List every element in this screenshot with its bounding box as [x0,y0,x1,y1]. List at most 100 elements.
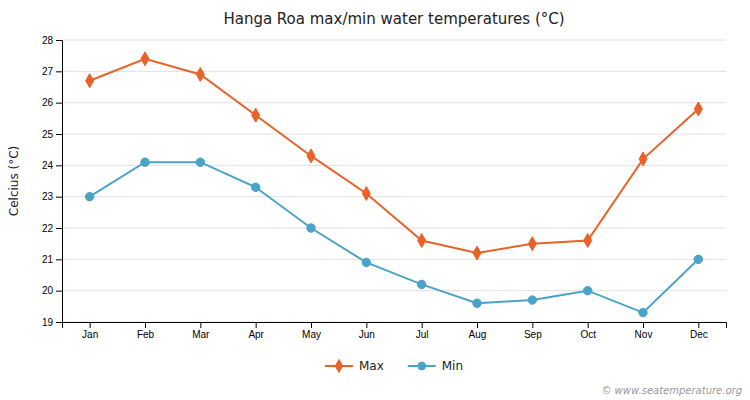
grid [62,40,726,322]
y-tick-mark [56,134,62,135]
y-tick-label: 22 [42,223,54,234]
x-tick: Jun [359,322,375,340]
annotation: © www.seatemperature.org [601,385,742,396]
grid-line [62,40,726,41]
legend-item: Max [325,359,384,373]
series-point [694,102,702,116]
x-tick: Feb [137,322,155,340]
grid-line [62,259,726,260]
series-point [694,255,702,263]
x-tick-label: Apr [248,329,264,340]
grid-line [62,196,726,197]
grid-line [62,102,726,103]
grid-line [62,134,726,135]
x-tick: Jul [416,322,429,340]
series-point [86,74,94,88]
x-tick-label: Jul [416,329,429,340]
x-tick-label: Feb [137,329,155,340]
x-tick: Oct [580,322,596,340]
series-point [473,246,481,260]
y-tick-mark [56,291,62,292]
series-line [90,59,699,253]
x-tick-mark [588,322,589,328]
y-tick: 22 [42,223,62,234]
y-axis-title: Celcius (°C) [7,146,21,216]
x-tick-label: Sep [524,329,542,340]
series-point [196,158,204,166]
x-tick: Dec [690,322,708,340]
x-tick-label: Mar [192,329,210,340]
series-point [528,237,536,251]
y-tick-label: 26 [42,97,54,108]
x-tick: Jan [82,322,98,340]
x-tick-mark [311,322,312,328]
series-point [639,152,647,166]
y-tick-label: 23 [42,191,54,202]
y-tick-label: 25 [42,129,54,140]
series-point [141,158,149,166]
x-tick: Mar [192,322,210,340]
plot-area: 19 20 21 22 23 24 25 26 27 28 Jan Feb Mar Apr May Jun Ju… [42,35,727,340]
legend-marker [418,362,426,370]
series-point [528,296,536,304]
y-tick: 23 [42,191,62,202]
y-tick-label: 27 [42,66,54,77]
grid-line [62,71,726,72]
y-tick: 21 [42,254,62,265]
title: Hanga Roa max/min water temperatures (°C… [223,10,564,28]
y-tick: 24 [42,160,62,171]
x-tick: Nov [635,322,653,340]
y-tick-mark [56,103,62,104]
series-point [196,68,204,82]
x-tick: Aug [469,322,487,340]
series-point [251,183,259,191]
x-axis: Jan Feb Mar Apr May Jun Jul Aug Sep Oct Nov Dec [63,322,727,340]
x-tick-mark [532,322,533,328]
series [85,158,702,317]
series-point [583,286,591,294]
legend-label: Max [359,359,384,373]
y-tick: 28 [42,35,62,46]
y-axis: 19 20 21 22 23 24 25 26 27 28 [42,35,63,328]
x-tick-mark [643,322,644,328]
y-tick: 26 [42,97,62,108]
x-tick-mark [366,322,367,328]
series-point [307,149,315,163]
y-axis-line [56,41,63,323]
series [86,52,703,260]
y-tick-label: 20 [42,285,54,296]
series-point [85,192,93,200]
series-point [362,258,370,266]
x-tick-mark [698,322,699,328]
series-point [584,234,592,248]
y-tick-label: 24 [42,160,54,171]
grid-line [62,228,726,229]
x-tick-mark [145,322,146,328]
grid-line [62,290,726,291]
x-tick-mark [422,322,423,328]
y-tick-mark [56,40,62,41]
y-tick: 25 [42,129,62,140]
series-point [252,108,260,122]
x-tick-label: May [302,329,321,340]
x-tick-label: Aug [469,329,487,340]
x-tick-mark [256,322,257,328]
legend-marker [335,360,342,373]
x-tick-mark [200,322,201,328]
series-point [418,234,426,248]
x-axis-line [63,323,727,329]
x-tick: Apr [248,322,264,340]
y-tick: 19 [42,317,62,328]
y-tick-label: 21 [42,254,54,265]
y-tick-label: 19 [42,317,54,328]
y-tick: 27 [42,66,62,77]
series-point [141,52,149,66]
y-tick-mark [56,165,62,166]
grid-line [62,165,726,166]
series-point [417,280,425,288]
x-tick-label: Dec [690,329,708,340]
y-tick-mark [56,71,62,72]
x-tick-label: Oct [580,329,596,340]
y-tick-label: 28 [42,35,54,46]
x-tick-label: Jun [359,329,375,340]
